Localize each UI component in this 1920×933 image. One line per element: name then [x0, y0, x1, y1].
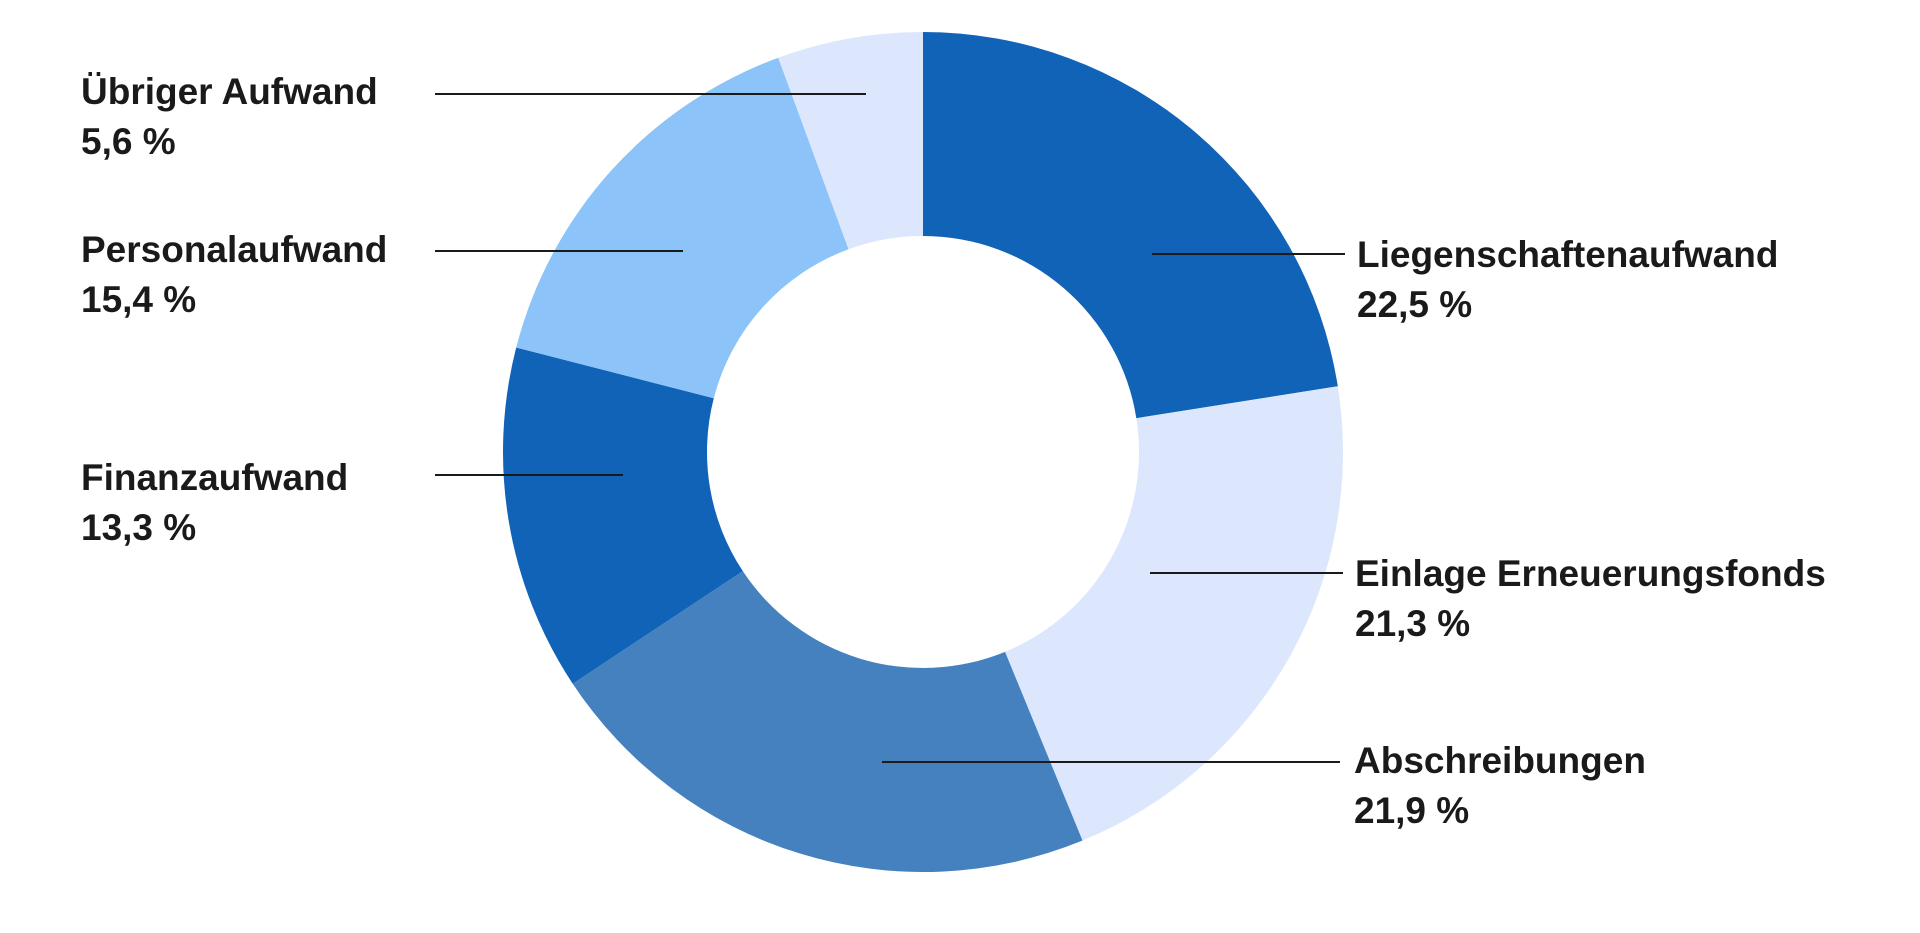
slice-label-0: Liegenschaftenaufwand — [1357, 234, 1778, 275]
slice-5 — [778, 32, 923, 250]
slice-2 — [572, 571, 1083, 873]
slice-1 — [1005, 386, 1344, 841]
slice-label-2: Abschreibungen — [1354, 740, 1646, 781]
slice-label-3: Finanzaufwand — [81, 457, 348, 498]
slice-label-5: Übriger Aufwand — [81, 71, 378, 112]
slice-value-5: 5,6 % — [81, 121, 176, 162]
slice-value-1: 21,3 % — [1355, 603, 1470, 644]
slice-0 — [923, 32, 1338, 419]
slice-3 — [502, 347, 743, 684]
slice-value-0: 22,5 % — [1357, 284, 1472, 325]
slices-layer — [502, 32, 1344, 873]
slice-value-4: 15,4 % — [81, 279, 196, 320]
slice-value-3: 13,3 % — [81, 507, 196, 548]
labels-layer: Liegenschaftenaufwand 22,5 % Einlage Erneu… — [81, 71, 1826, 831]
leader-lines-layer — [435, 93, 1345, 763]
slice-label-4: Personalaufwand — [81, 229, 387, 270]
slice-4 — [516, 57, 849, 399]
slice-value-2: 21,9 % — [1354, 790, 1469, 831]
slice-label-1: Einlage Erneuerungsfonds — [1355, 553, 1826, 594]
